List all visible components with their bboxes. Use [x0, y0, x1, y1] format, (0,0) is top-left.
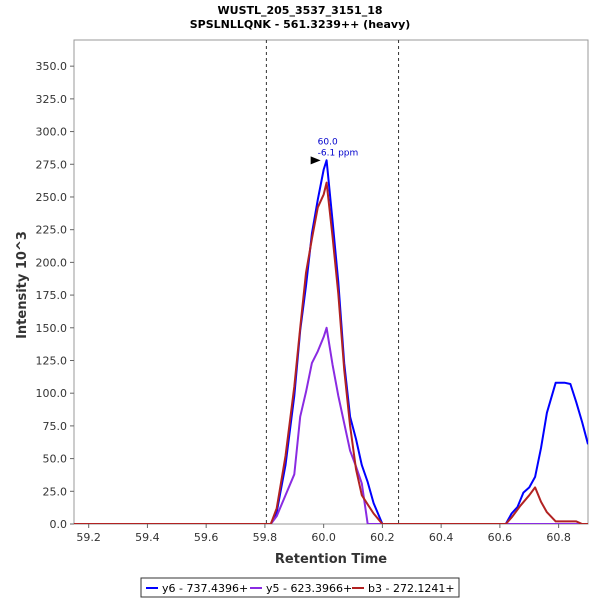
legend-label-y6: y6 - 737.4396+	[162, 582, 248, 595]
peak-annotation-ppm: -6.1 ppm	[318, 148, 359, 158]
y-tick-label: 325.0	[36, 93, 68, 106]
legend-box	[140, 577, 460, 598]
chart-title: WUSTL_205_3537_3151_18	[218, 4, 383, 17]
x-tick-label: 59.2	[76, 531, 101, 544]
y-axis-label: Intensity 10^3	[15, 231, 30, 339]
x-tick-label: 60.8	[546, 531, 571, 544]
plot-area: 60.0-6.1 ppm	[73, 39, 589, 525]
y-tick-label: 75.0	[43, 420, 68, 433]
x-tick-label: 59.8	[253, 531, 278, 544]
peak-annotation-rt: 60.0	[318, 137, 338, 147]
plot-frame	[73, 39, 589, 525]
y-tick-label: 275.0	[36, 158, 68, 171]
y-tick-label: 250.0	[36, 191, 68, 204]
y-tick-label: 50.0	[43, 453, 68, 466]
x-tick-label: 60.6	[488, 531, 513, 544]
x-tick-label: 60.2	[370, 531, 395, 544]
legend: y6 - 737.4396+ y5 - 623.3966+ b3 - 272.124…	[140, 577, 460, 598]
y-tick-label: 100.0	[36, 387, 68, 400]
y-tick-label: 225.0	[36, 224, 68, 237]
x-axis-label: Retention Time	[275, 552, 387, 567]
x-tick-label: 59.4	[135, 531, 160, 544]
series-line-b3	[74, 181, 588, 524]
chart-subtitle: SPSLNLLQNK - 561.3239++ (heavy)	[190, 18, 411, 31]
legend-label-y5: y5 - 623.3966+	[266, 582, 352, 595]
y-tick-label: 350.0	[36, 60, 68, 73]
y-axis: 0.0 25.0 50.0 75.0 100.0 125.0 150.0 175.0 200.0…	[36, 60, 74, 531]
x-tick-label: 59.6	[194, 531, 219, 544]
x-tick-label: 60.0	[311, 531, 336, 544]
y-tick-label: 0.0	[50, 518, 68, 531]
y-tick-label: 125.0	[36, 354, 68, 367]
y-tick-label: 200.0	[36, 256, 68, 269]
y-tick-label: 300.0	[36, 126, 68, 139]
y-tick-label: 150.0	[36, 322, 68, 335]
peak-marker-arrow	[310, 156, 321, 165]
x-tick-label: 60.4	[429, 531, 454, 544]
legend-label-b3: b3 - 272.1241+	[368, 582, 455, 595]
y-tick-label: 25.0	[43, 485, 68, 498]
y-tick-label: 175.0	[36, 289, 68, 302]
x-axis: 59.2 59.4 59.6 59.8 60.0 60.2 60.4 60.6 60.8	[76, 524, 571, 544]
